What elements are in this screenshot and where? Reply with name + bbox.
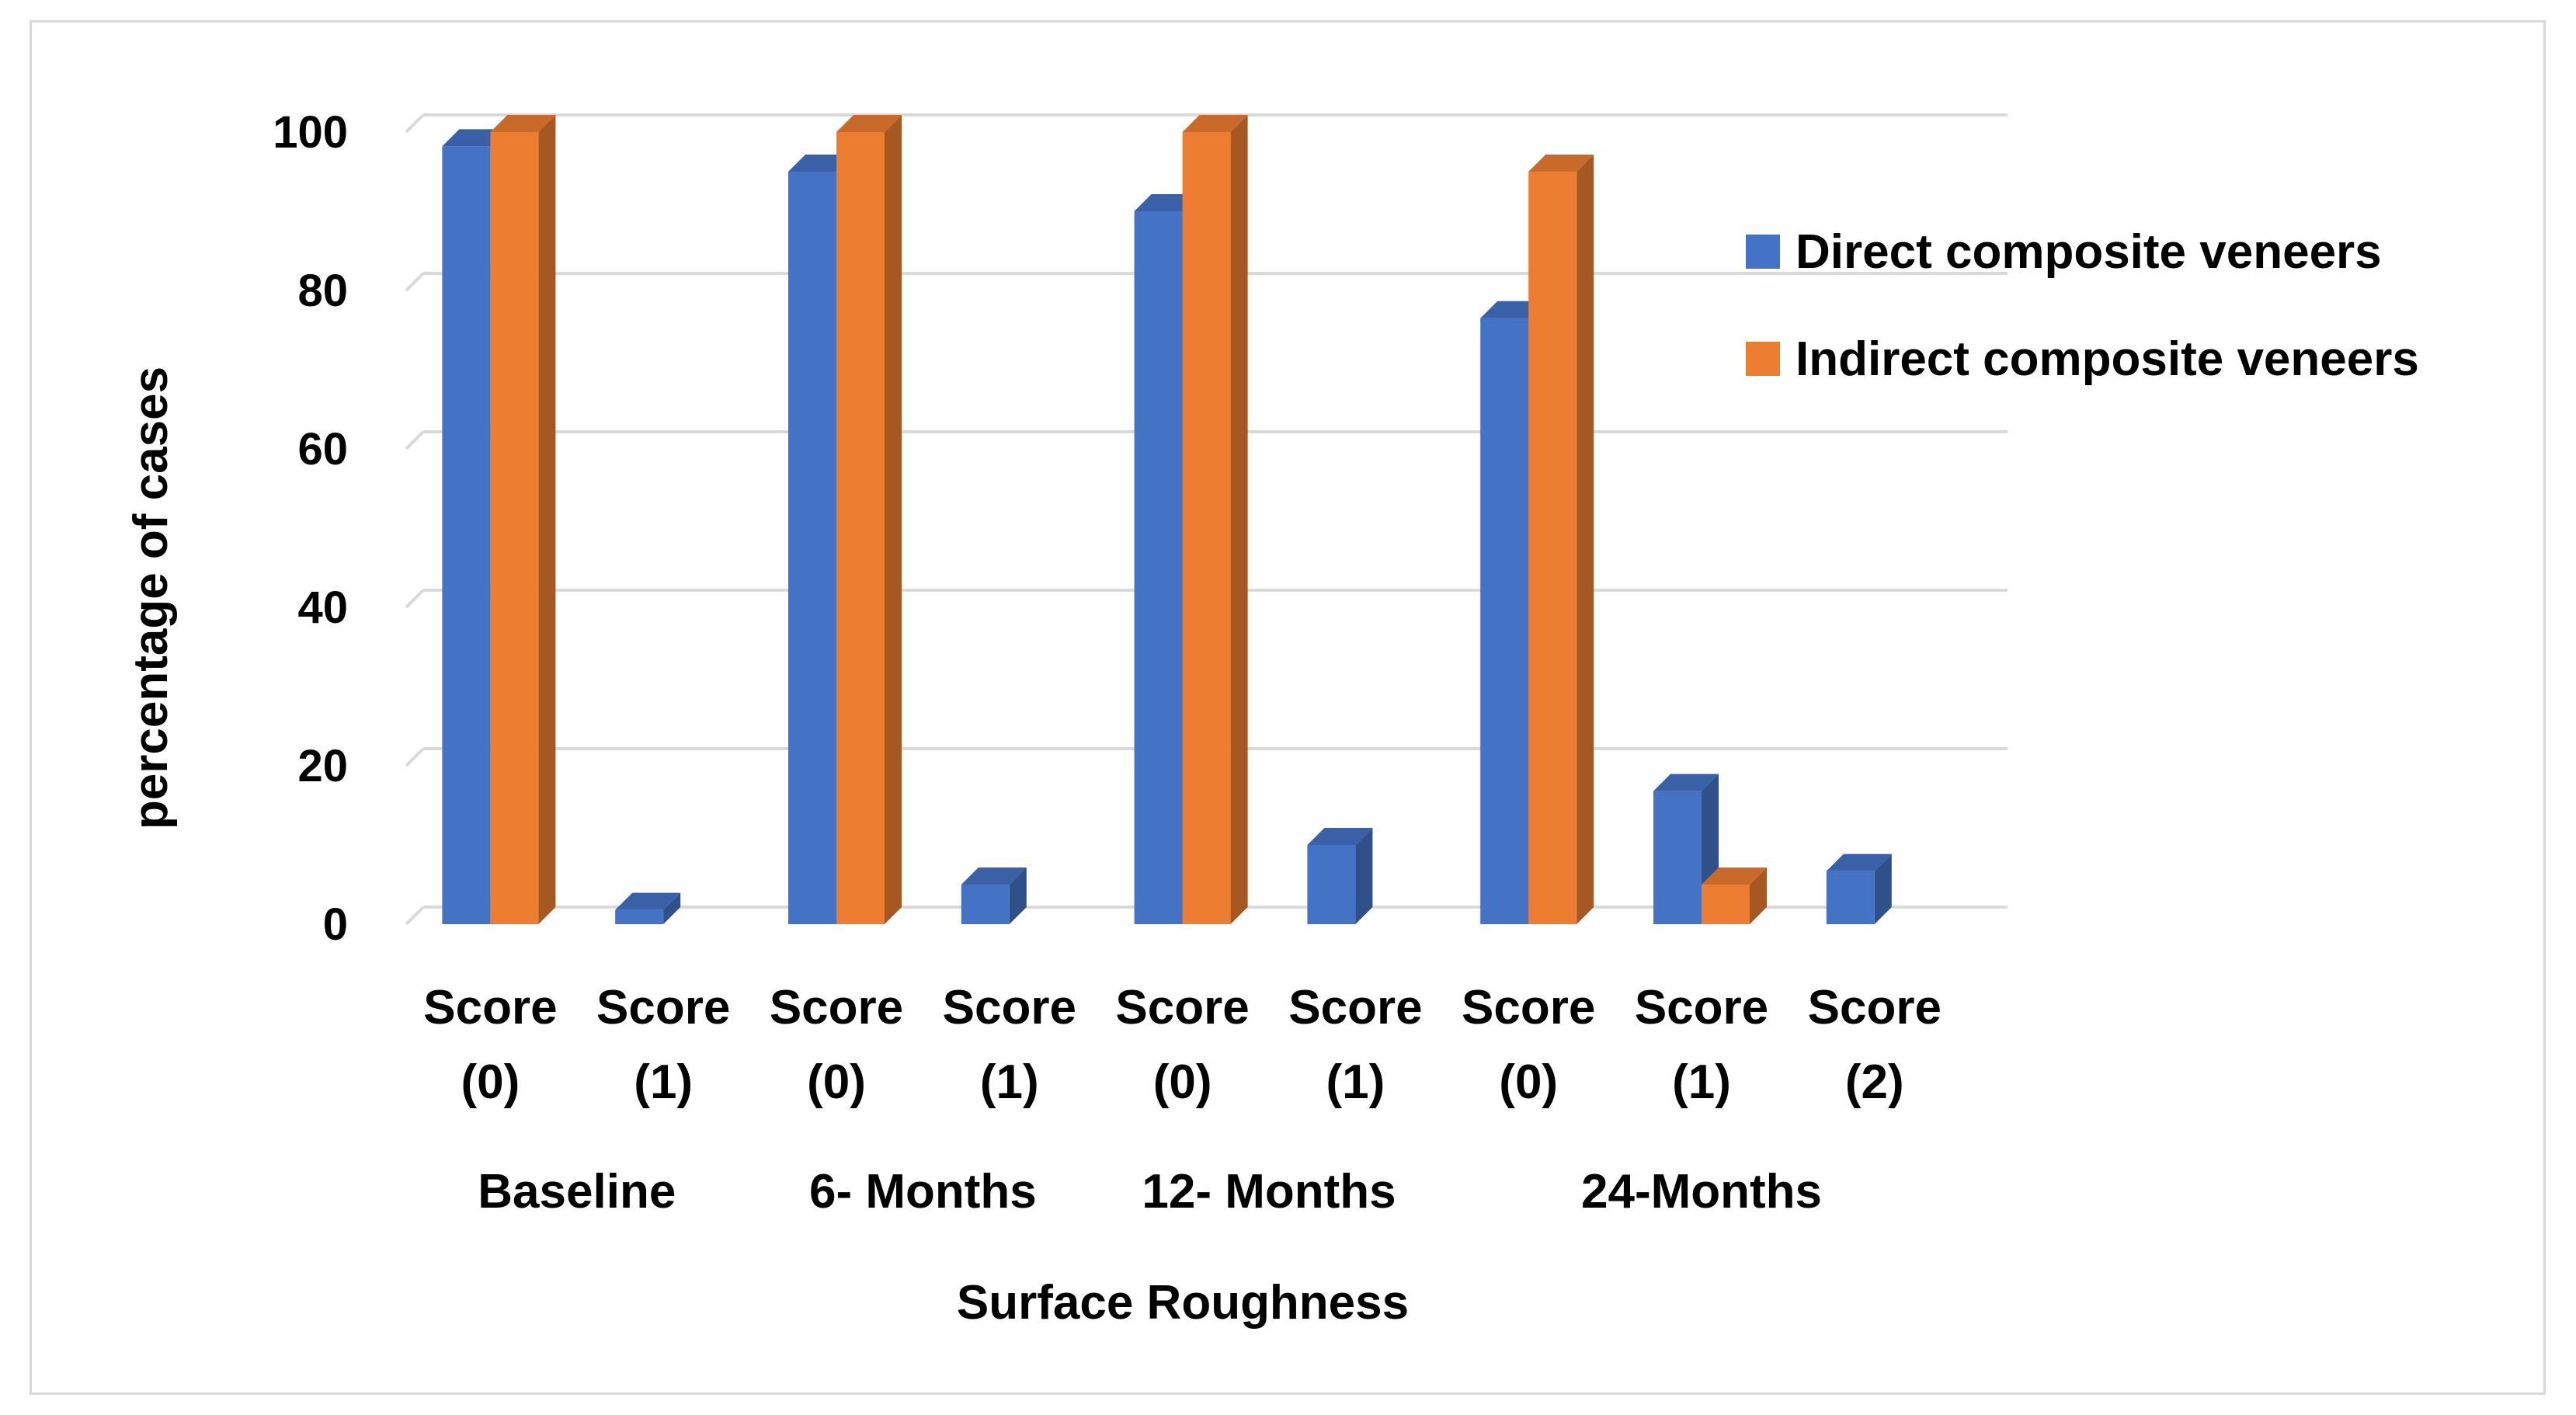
x-category-label: Score [596,981,730,1034]
x-category-sublabel: (0) [807,1055,866,1109]
x-group-label: Baseline [478,1165,676,1219]
x-category-sublabel: (1) [634,1055,693,1109]
gridline-edge-40 [405,589,425,609]
x-category-label: Score [1808,981,1942,1034]
y-axis-ticks: 0 20 40 60 80 100 [273,107,348,950]
y-tick-label: 80 [297,266,348,316]
legend: Direct composite veneers Indirect compos… [1746,225,2419,386]
x-category-label: Score [770,981,903,1034]
y-tick-label: 20 [297,741,348,791]
bar-direct-3 [961,867,1027,924]
y-axis-title: percentage of cases [124,367,178,829]
x-axis-groups: Baseline 6- Months 12- Months 24-Months [478,1165,1822,1219]
legend-swatch-direct [1746,235,1780,269]
bar-indirect-7 [1702,867,1767,924]
x-category-sublabel: (0) [1153,1055,1212,1109]
x-category-label: Score [1462,981,1595,1034]
x-category-sublabel: (1) [980,1055,1039,1109]
gridline-edge-80 [405,272,425,292]
x-category-sublabel: (2) [1845,1055,1904,1109]
legend-swatch-indirect [1746,342,1780,376]
x-category-label: Score [423,981,557,1034]
x-group-label: 12- Months [1142,1165,1396,1219]
x-category-label: Score [1635,981,1768,1034]
x-category-label: Score [1115,981,1249,1034]
bar-direct-8 [1826,854,1892,924]
x-category-sublabel: (0) [461,1055,520,1109]
bar-direct-1 [615,892,681,924]
bar-indirect-0 [490,115,556,924]
y-tick-label: 60 [297,424,348,475]
y-tick-label: 40 [297,582,348,633]
y-tick-label: 100 [273,107,348,158]
bar-indirect-6 [1528,155,1594,924]
x-axis-title: Surface Roughness [957,1276,1409,1330]
gridline-edge-100 [405,113,425,134]
x-category-sublabel: (1) [1326,1055,1385,1109]
legend-label-direct: Direct composite veneers [1796,225,2382,279]
gridline-edge-0 [405,906,425,926]
x-group-label: 24-Months [1581,1165,1822,1219]
bar-indirect-4 [1182,115,1248,924]
bars [442,115,1892,925]
x-axis-categories: Score (0) Score (1) Score (0) Score (1) Score (0)… [423,981,1942,1109]
bar-indirect-2 [836,115,902,924]
x-group-label: 6- Months [809,1165,1037,1219]
x-category-sublabel: (0) [1499,1055,1558,1109]
bar-direct-5 [1307,828,1373,924]
gridline-edge-20 [405,747,425,767]
x-category-sublabel: (1) [1672,1055,1731,1109]
legend-label-indirect: Indirect composite veneers [1796,332,2419,386]
gridline-edge-60 [405,430,425,450]
x-category-label: Score [943,981,1076,1034]
y-tick-label: 0 [323,899,348,950]
x-category-label: Score [1288,981,1422,1034]
